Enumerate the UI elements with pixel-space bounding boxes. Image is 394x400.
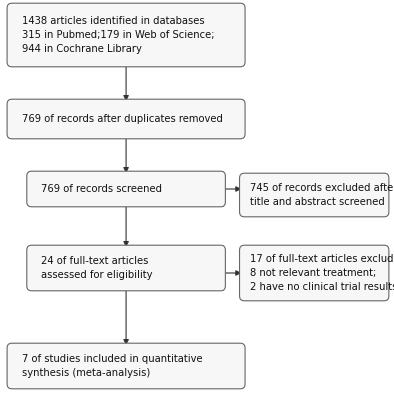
Text: 1438 articles identified in databases
315 in Pubmed;179 in Web of Science;
944 i: 1438 articles identified in databases 31… <box>22 16 214 54</box>
FancyBboxPatch shape <box>27 245 225 291</box>
FancyBboxPatch shape <box>7 3 245 67</box>
FancyBboxPatch shape <box>240 245 389 301</box>
Text: 769 of records screened: 769 of records screened <box>41 184 162 194</box>
Text: 24 of full-text articles
assessed for eligibility: 24 of full-text articles assessed for el… <box>41 256 153 280</box>
Text: 769 of records after duplicates removed: 769 of records after duplicates removed <box>22 114 223 124</box>
FancyBboxPatch shape <box>240 173 389 217</box>
Text: 745 of records excluded after
title and abstract screened: 745 of records excluded after title and … <box>250 183 394 207</box>
Text: 17 of full-text articles excluded,
8 not relevant treatment;
2 have no clinical : 17 of full-text articles excluded, 8 not… <box>250 254 394 292</box>
Text: 7 of studies included in quantitative
synthesis (meta-analysis): 7 of studies included in quantitative sy… <box>22 354 202 378</box>
FancyBboxPatch shape <box>7 99 245 139</box>
FancyBboxPatch shape <box>27 171 225 207</box>
FancyBboxPatch shape <box>7 343 245 389</box>
